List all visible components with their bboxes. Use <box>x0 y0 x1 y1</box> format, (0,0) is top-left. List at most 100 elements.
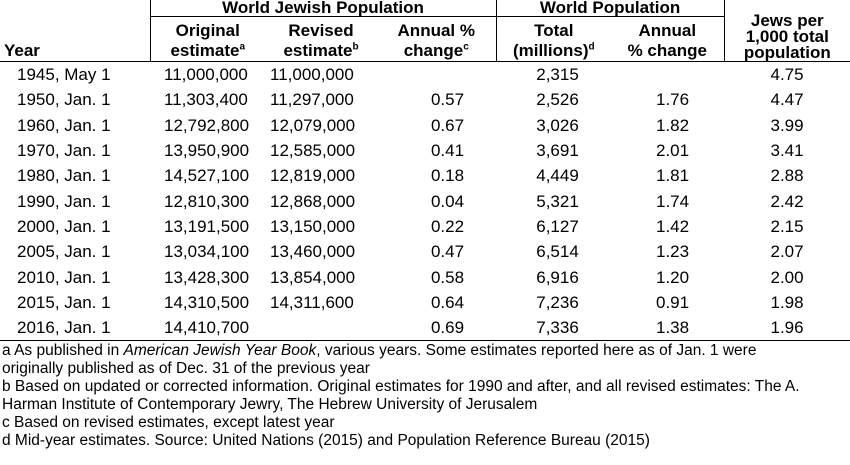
cell-original-estimate: 13,191,500 <box>164 216 250 236</box>
cell-annual-change-jewish: 0.47 <box>430 242 465 262</box>
cell-annual-change-world: 1.42 <box>655 216 690 236</box>
header-total-line2: (millions) <box>512 41 589 60</box>
cell-original-estimate: 14,410,700 <box>150 314 265 342</box>
cell-annual-change-world <box>611 62 724 88</box>
cell-revised-estimate: 12,819,000 <box>270 166 356 186</box>
table-row: 2000, Jan. 1 13,191,500 13,150,000 0.22 6,12… <box>0 214 850 239</box>
population-table: World Jewish Population World Population… <box>0 0 850 342</box>
cell-original-estimate: 12,810,300 <box>164 191 250 211</box>
cell-jews-per-1000: 1.96 <box>724 314 850 342</box>
cell-annual-change-jewish: 0.41 <box>430 141 465 161</box>
cell-year: 2005, Jan. 1 <box>17 242 111 262</box>
header-year: Year <box>0 16 150 62</box>
cell-annual-change-jewish <box>377 62 496 88</box>
cell-total-millions: 7,236 <box>536 292 579 312</box>
cell-revised-estimate: 13,150,000 <box>270 216 356 236</box>
cell-year: 1980, Jan. 1 <box>17 166 111 186</box>
cell-annual-change-jewish: 0.69 <box>377 314 497 342</box>
cell-original-estimate: 12,792,800 <box>164 115 250 135</box>
header-total-millions: Total (millions)d <box>495 16 612 62</box>
table-row: 1980, Jan. 1 14,527,100 12,819,000 0.18 4,44… <box>0 163 850 188</box>
cell-revised-estimate: 12,079,000 <box>270 115 356 135</box>
cell-total-millions: 3,691 <box>536 141 579 161</box>
footnotes: a As published in American Jewish Year B… <box>0 342 850 450</box>
group-header-jewish-population: World Jewish Population <box>149 0 497 17</box>
cell-total-millions: 2,315 <box>536 65 579 85</box>
cell-year: 2015, Jan. 1 <box>17 292 111 312</box>
cell-annual-change-world: 1.82 <box>655 115 690 135</box>
footnote-d: d Mid-year estimates. Source: United Nat… <box>2 432 650 450</box>
cell-annual-change-world: 1.74 <box>655 191 690 211</box>
cell-year: 1950, Jan. 1 <box>17 90 111 110</box>
cell-revised-estimate: 12,585,000 <box>270 141 356 161</box>
header-revised-estimate: Revised estimateb <box>265 16 377 62</box>
cell-annual-change-jewish: 0.67 <box>430 115 465 135</box>
cell-total-millions: 6,916 <box>536 267 579 287</box>
cell-total-millions: 6,127 <box>536 216 579 236</box>
cell-jews-per-1000: 4.75 <box>770 65 804 85</box>
cell-year: 2000, Jan. 1 <box>17 216 111 236</box>
footnote-marker-c: c <box>463 41 469 53</box>
group-header-world-population: World Population <box>495 0 725 17</box>
header-jews-line3: population <box>743 43 831 62</box>
cell-revised-estimate: 14,311,600 <box>270 292 354 312</box>
cell-original-estimate: 11,303,400 <box>164 90 248 110</box>
cell-jews-per-1000: 2.07 <box>770 242 804 262</box>
cell-jews-per-1000: 1.98 <box>770 292 804 312</box>
header-annual-change-jewish: Annual % changec <box>377 16 497 62</box>
table-row: 1970, Jan. 1 13,950,900 12,585,000 0.41 3,69… <box>0 138 850 163</box>
header-original-line1: Original <box>175 21 240 40</box>
cell-annual-change-world: 1.20 <box>655 267 690 287</box>
cell-year: 1945, May 1 <box>17 65 111 85</box>
cell-annual-change-jewish: 0.64 <box>430 292 465 312</box>
header-annual-w-line1: Annual <box>638 21 697 40</box>
footnote-a-suffix: , various years. Some estimates reported… <box>316 342 757 360</box>
cell-original-estimate: 13,428,300 <box>164 267 250 287</box>
table-row: 1990, Jan. 1 12,810,300 12,868,000 0.04 5,32… <box>0 188 850 213</box>
footnote-a: a As published in American Jewish Year B… <box>2 342 850 360</box>
footnote-a-line2: originally published as of Dec. 31 of th… <box>2 360 370 378</box>
cell-year: 2010, Jan. 1 <box>17 267 111 287</box>
header-jews-per-1000: Jews per 1,000 total population <box>723 0 850 62</box>
cell-original-estimate: 14,310,500 <box>164 292 250 312</box>
cell-revised-estimate: 11,000,000 <box>270 65 354 85</box>
cell-year: 1990, Jan. 1 <box>17 191 111 211</box>
cell-original-estimate: 13,950,900 <box>164 141 250 161</box>
cell-revised-estimate <box>265 314 377 342</box>
header-revised-line2: estimate <box>283 41 353 60</box>
cell-annual-change-world: 1.23 <box>655 242 690 262</box>
cell-year: 2016, Jan. 1 <box>0 314 150 342</box>
footnote-marker-b: b <box>352 41 359 53</box>
header-jews-line1: Jews per <box>750 11 824 30</box>
cell-annual-change-jewish: 0.57 <box>430 90 465 110</box>
cell-total-millions: 6,514 <box>536 242 579 262</box>
cell-annual-change-jewish: 0.04 <box>430 191 465 211</box>
cell-annual-change-world: 2.01 <box>655 141 690 161</box>
cell-total-millions: 4,449 <box>536 166 579 186</box>
cell-original-estimate: 14,527,100 <box>164 166 250 186</box>
header-annual-w-line2: % change <box>627 41 707 60</box>
cell-annual-change-jewish: 0.22 <box>430 216 465 236</box>
header-annual-j-line1: Annual % <box>397 21 475 40</box>
cell-jews-per-1000: 2.00 <box>770 267 804 287</box>
cell-original-estimate: 11,000,000 <box>164 65 248 85</box>
cell-annual-change-world: 0.91 <box>655 292 690 312</box>
footnote-marker-a: a <box>239 41 246 53</box>
footnote-b: b Based on updated or corrected informat… <box>2 378 800 396</box>
cell-revised-estimate: 11,297,000 <box>270 90 354 110</box>
table-row: 2015, Jan. 1 14,310,500 14,311,600 0.64 7,23… <box>0 290 850 315</box>
cell-year: 1960, Jan. 1 <box>17 115 111 135</box>
cell-annual-change-jewish: 0.18 <box>430 166 465 186</box>
table-header: World Jewish Population World Population… <box>0 0 850 62</box>
table-body: 1945, May 1 11,000,000 11,000,000 2,315 4.75… <box>0 62 850 342</box>
cell-annual-change-world: 1.81 <box>655 166 690 186</box>
cell-jews-per-1000: 2.15 <box>770 216 804 236</box>
cell-jews-per-1000: 2.42 <box>770 191 804 211</box>
footnote-a-title: American Jewish Year Book <box>123 342 317 360</box>
cell-jews-per-1000: 3.99 <box>770 115 804 135</box>
cell-revised-estimate: 13,854,000 <box>270 267 356 287</box>
table-row: 1950, Jan. 1 11,303,400 11,297,000 0.57 2,52… <box>0 87 850 112</box>
cell-revised-estimate: 13,460,000 <box>270 242 356 262</box>
cell-year: 1970, Jan. 1 <box>17 141 111 161</box>
cell-annual-change-world: 1.76 <box>655 90 690 110</box>
